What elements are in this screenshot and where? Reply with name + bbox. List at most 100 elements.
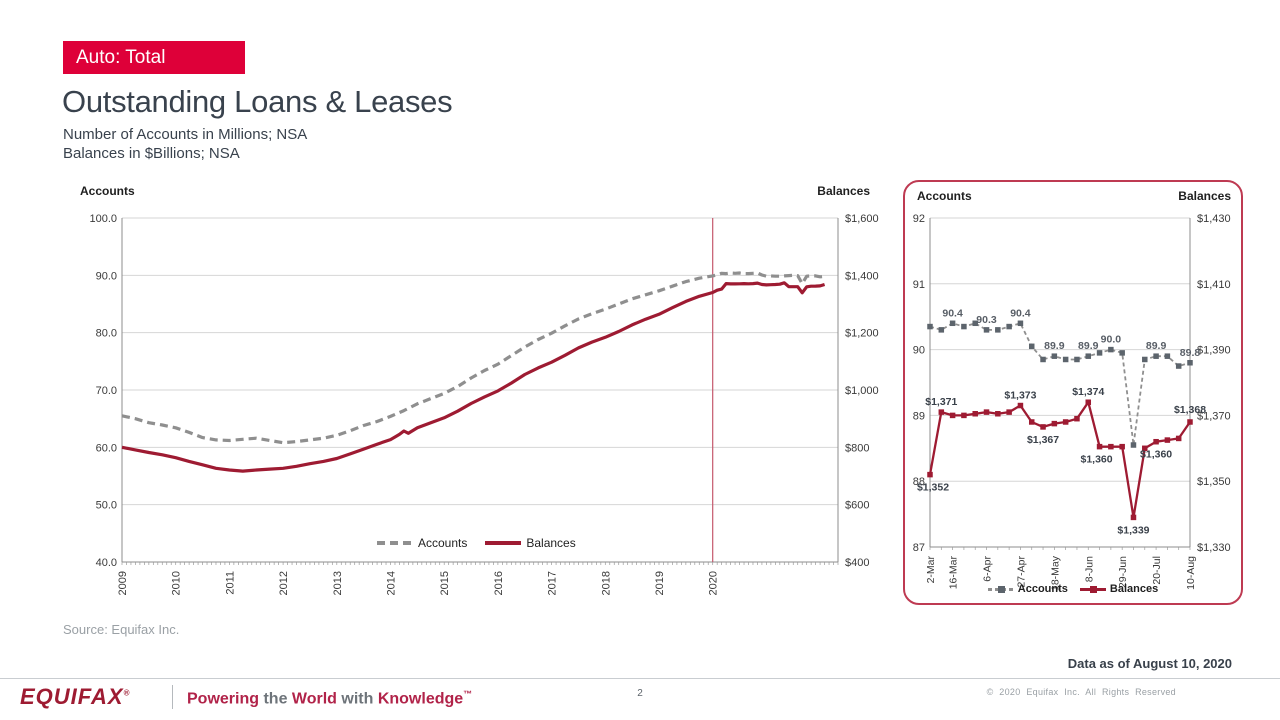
svg-text:$1,600: $1,600 (845, 213, 879, 225)
equifax-logo: EQUIFAX® (20, 684, 130, 710)
data-as-of: Data as of August 10, 2020 (1067, 656, 1232, 671)
svg-text:29-Jun: 29-Jun (1117, 556, 1129, 588)
svg-text:90.3: 90.3 (976, 314, 997, 326)
svg-text:18-May: 18-May (1049, 555, 1061, 591)
svg-text:2019: 2019 (654, 571, 666, 595)
svg-text:2010: 2010 (171, 571, 183, 595)
inset-right-axis-title: Balances (1178, 189, 1231, 203)
svg-text:$1,368: $1,368 (1174, 404, 1206, 416)
balances-line (121, 281, 826, 473)
svg-text:$1,374: $1,374 (1072, 386, 1104, 398)
svg-text:27-Apr: 27-Apr (1015, 555, 1027, 587)
svg-text:50.0: 50.0 (96, 500, 117, 512)
svg-text:2020: 2020 (708, 571, 720, 595)
inset-balances-legend-label: Balances (1109, 583, 1159, 595)
svg-text:$1,360: $1,360 (1081, 454, 1113, 466)
main-chart-legend: Accounts Balances (377, 536, 576, 550)
svg-text:2018: 2018 (600, 571, 612, 595)
svg-text:90.0: 90.0 (96, 270, 117, 282)
main-right-axis-title: Balances (817, 184, 870, 198)
footer-divider (0, 678, 1280, 679)
inset-legend-item-balances: Balances (1079, 583, 1159, 595)
svg-text:10-Aug: 10-Aug (1185, 556, 1197, 590)
balances-marker-swatch (1079, 585, 1106, 593)
accounts-legend-label: Accounts (418, 536, 468, 550)
svg-text:$400: $400 (845, 557, 869, 569)
accounts-line-swatch (377, 541, 413, 545)
svg-text:$600: $600 (845, 500, 869, 512)
inset-left-axis-title: Accounts (917, 189, 972, 203)
svg-text:$800: $800 (845, 442, 869, 454)
svg-text:$1,371: $1,371 (925, 396, 957, 408)
svg-text:$1,400: $1,400 (845, 270, 879, 282)
svg-text:89.9: 89.9 (1146, 340, 1167, 352)
subtitle-line-1: Number of Accounts in Millions; NSA (63, 126, 308, 143)
category-badge: Auto: Total (63, 41, 245, 74)
svg-text:20-Jul: 20-Jul (1151, 556, 1163, 585)
svg-text:2009: 2009 (117, 571, 129, 595)
svg-text:$1,390: $1,390 (1197, 345, 1231, 357)
red-square-marker-icon (1089, 585, 1097, 593)
svg-text:2013: 2013 (332, 571, 344, 595)
svg-text:70.0: 70.0 (96, 385, 117, 397)
svg-text:$1,410: $1,410 (1197, 279, 1231, 291)
svg-text:2016: 2016 (493, 571, 505, 595)
source-note: Source: Equifax Inc. (63, 622, 180, 637)
svg-text:2012: 2012 (278, 571, 290, 595)
tagline-part: the (259, 690, 292, 708)
legend-item-balances: Balances (485, 536, 576, 550)
svg-text:$1,367: $1,367 (1027, 434, 1059, 446)
svg-text:$1,370: $1,370 (1197, 410, 1231, 422)
svg-text:88: 88 (913, 476, 925, 488)
svg-text:89.8: 89.8 (1180, 347, 1201, 359)
svg-text:16-Mar: 16-Mar (948, 556, 960, 590)
gridlines (930, 217, 1190, 482)
svg-text:2015: 2015 (439, 571, 451, 595)
svg-text:$1,339: $1,339 (1117, 524, 1149, 536)
tagline-part: Knowledge (377, 690, 464, 708)
inset-legend-item-accounts: Accounts (987, 583, 1068, 595)
balances-line-swatch (485, 541, 522, 545)
svg-text:87: 87 (913, 542, 925, 554)
svg-text:90: 90 (913, 345, 925, 357)
gray-square-marker-icon (997, 585, 1005, 593)
logo-text: EQUIFAX (20, 684, 124, 709)
svg-text:$1,200: $1,200 (845, 328, 879, 340)
balances-legend-label: Balances (526, 536, 576, 550)
svg-text:2-Mar: 2-Mar (925, 555, 937, 583)
page-number: 2 (637, 688, 643, 699)
svg-text:2011: 2011 (224, 571, 236, 595)
svg-text:90.4: 90.4 (942, 307, 963, 319)
svg-text:2014: 2014 (386, 571, 398, 595)
svg-text:89.9: 89.9 (1044, 340, 1065, 352)
svg-text:100.0: 100.0 (89, 213, 117, 225)
svg-text:2017: 2017 (547, 571, 559, 595)
page-title: Outstanding Loans & Leases (62, 84, 453, 119)
svg-text:6-Apr: 6-Apr (982, 556, 994, 582)
tagline-part: Powering (187, 690, 260, 708)
main-chart: 100.0 $1,600 90.0 $1,400 80.0 $1,200 70.0 $1,00… (89, 213, 879, 595)
svg-text:60.0: 60.0 (96, 442, 117, 454)
svg-text:40.0: 40.0 (96, 557, 117, 569)
inset-panel: Accounts Balances 92 $1,430 91 $1,410 90 $1,3… (903, 180, 1243, 605)
copyright: © 2020 Equifax Inc. All Rights Reserved (986, 687, 1176, 697)
registered-mark-icon: ® (123, 688, 131, 698)
tagline-part: World (291, 690, 337, 708)
svg-text:8-Jun: 8-Jun (1083, 556, 1095, 582)
tagline-part: ™ (463, 689, 473, 699)
gridlines (122, 217, 838, 506)
inset-accounts-legend-label: Accounts (1017, 583, 1068, 595)
svg-text:90.4: 90.4 (1010, 307, 1031, 319)
svg-text:80.0: 80.0 (96, 328, 117, 340)
svg-text:89.9: 89.9 (1078, 340, 1099, 352)
svg-text:$1,000: $1,000 (845, 385, 879, 397)
tagline-part: with (336, 690, 378, 708)
svg-text:$1,352: $1,352 (917, 482, 949, 494)
inset-chart-legend: Accounts Balances (905, 583, 1241, 595)
tagline: Powering the World with Knowledge™ (187, 689, 472, 708)
inset-chart: 92 $1,430 91 $1,410 90 $1,390 89 $1,370 88 $1,350… (913, 213, 1231, 591)
svg-text:$1,330: $1,330 (1197, 542, 1231, 554)
svg-text:$1,430: $1,430 (1197, 213, 1231, 225)
logo-separator (172, 685, 173, 709)
svg-text:91: 91 (913, 279, 925, 291)
